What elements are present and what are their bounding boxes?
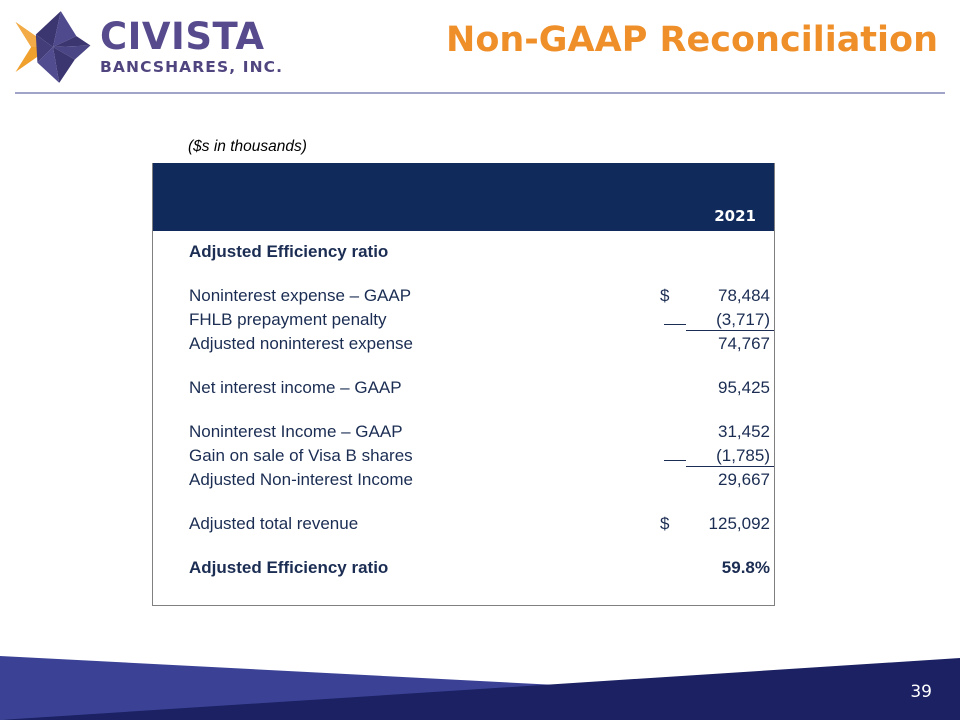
row-amount: 29,667 — [718, 470, 770, 489]
civista-four-point-star-logo-icon — [15, 11, 91, 83]
header-divider — [15, 92, 945, 94]
table-header-band: 2021 — [153, 163, 774, 231]
row-label: Adjusted total revenue — [189, 514, 359, 533]
table-row: Gain on sale of Visa B shares (1,785) — [153, 446, 774, 470]
table-row: Adjusted Non-interest Income 29,667 — [153, 470, 774, 494]
row-currency: $ — [660, 286, 670, 305]
table-row: Adjusted Efficiency ratio — [153, 242, 774, 266]
row-spacer — [153, 358, 774, 378]
row-spacer — [153, 538, 774, 558]
table-row: Adjusted total revenue $ 125,092 — [153, 514, 774, 538]
row-amount: (3,717) — [686, 310, 774, 331]
row-spacer — [153, 402, 774, 422]
page-title: Non-GAAP Reconciliation — [446, 20, 938, 60]
page-number: 39 — [910, 682, 932, 702]
row-label: Noninterest Income – GAAP — [189, 422, 403, 441]
row-label: Net interest income – GAAP — [189, 378, 402, 397]
row-currency: $ — [660, 514, 670, 533]
non-gaap-reconciliation-table: 2021 Adjusted Efficiency ratio Nonintere… — [152, 163, 775, 606]
row-spacer — [153, 266, 774, 286]
row-spacer — [153, 494, 774, 514]
row-spacer — [153, 582, 774, 596]
table-row: FHLB prepayment penalty (3,717) — [153, 310, 774, 334]
row-label: Adjusted Non-interest Income — [189, 470, 413, 489]
table-row: Adjusted noninterest expense 74,767 — [153, 334, 774, 358]
row-amount: 74,767 — [718, 334, 770, 353]
row-amount: 59.8% — [721, 558, 770, 577]
footer-decoration — [0, 656, 960, 720]
row-amount: 125,092 — [708, 514, 770, 533]
brand-subtitle: BANCSHARES, INC. — [100, 58, 284, 77]
brand-logo: CIVISTA BANCSHARES, INC. — [14, 8, 283, 86]
row-label: Adjusted Efficiency ratio — [189, 558, 389, 577]
table-row: Net interest income – GAAP 95,425 — [153, 378, 774, 402]
slide-header: CIVISTA BANCSHARES, INC. Non-GAAP Reconc… — [0, 0, 960, 96]
row-currency — [664, 460, 686, 461]
brand-name: CIVISTA — [100, 15, 265, 59]
brand-wordmark: CIVISTA BANCSHARES, INC. — [100, 18, 283, 76]
footer-band-dark — [0, 658, 960, 720]
table-row: Noninterest expense – GAAP $ 78,484 — [153, 286, 774, 310]
column-header-year: 2021 — [714, 207, 756, 225]
row-label: Gain on sale of Visa B shares — [189, 446, 413, 465]
row-label: Adjusted Efficiency ratio — [189, 242, 389, 261]
row-amount: 31,452 — [718, 422, 770, 441]
table-caption: ($s in thousands) — [188, 138, 307, 155]
row-amount: (1,785) — [686, 446, 774, 467]
table-body: Adjusted Efficiency ratio Noninterest ex… — [153, 231, 774, 605]
row-currency — [664, 324, 686, 325]
row-amount: 78,484 — [718, 286, 770, 305]
row-amount: 95,425 — [718, 378, 770, 397]
table-row: Noninterest Income – GAAP 31,452 — [153, 422, 774, 446]
table-row: Adjusted Efficiency ratio 59.8% — [153, 558, 774, 582]
row-label: Adjusted noninterest expense — [189, 334, 413, 353]
row-label: Noninterest expense – GAAP — [189, 286, 412, 305]
row-label: FHLB prepayment penalty — [189, 310, 387, 329]
